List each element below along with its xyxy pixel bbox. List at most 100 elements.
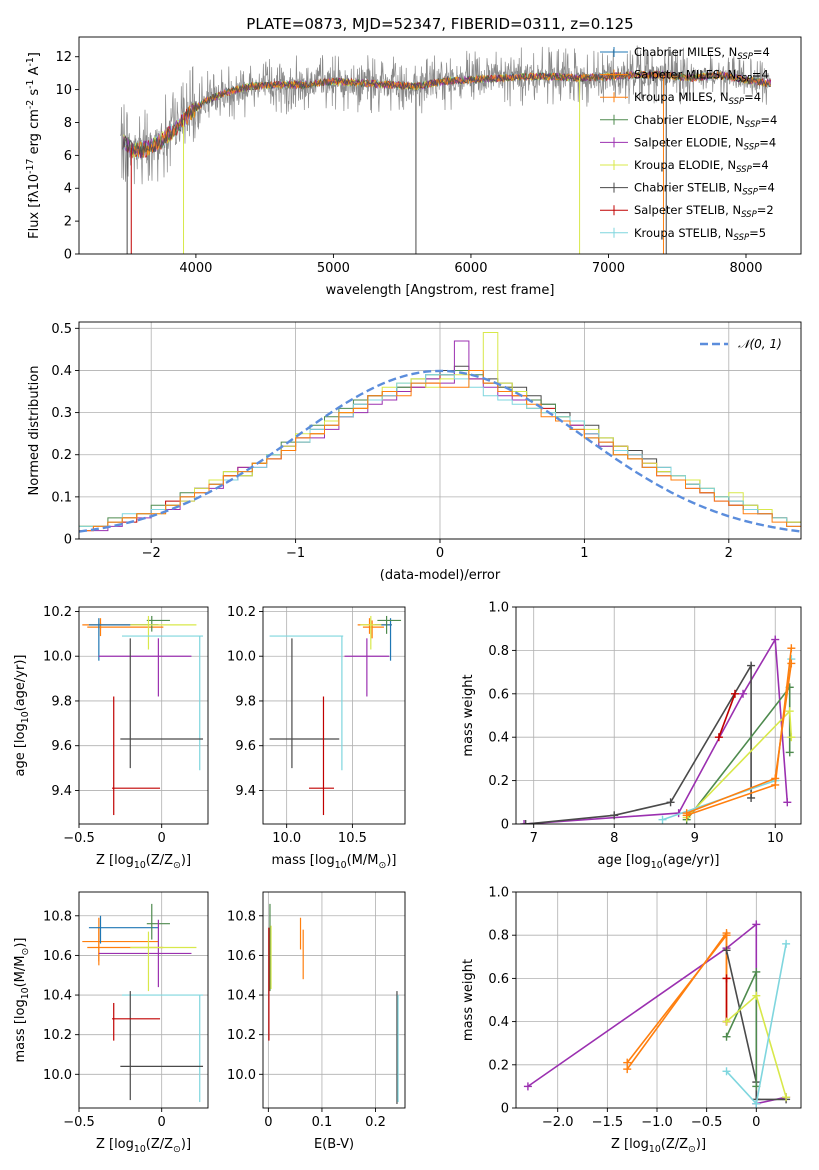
axes-frame: 7 8 9 10 0 0.2 0.4 0.6 0.8 1.0: [488, 601, 802, 846]
legend-label-main: Chabrier MILES, N: [634, 45, 737, 59]
axes-border: [78, 891, 209, 1109]
y-tick-label: 0.6: [488, 972, 509, 987]
legend-label: Salpeter STELIB, NSSP=2: [634, 203, 774, 220]
legend-label: Salpeter MILES, NSSP=4: [634, 68, 769, 85]
y-tick-label: 10: [55, 83, 72, 98]
x-tick-label: 0.2: [365, 1115, 386, 1130]
axes-border: [78, 36, 802, 255]
y-axis-label: mass weight: [461, 959, 476, 1041]
label-part: -2: [25, 100, 36, 109]
label-part: 10: [649, 1144, 661, 1155]
y-tick-label: 2: [64, 215, 72, 230]
x-tick-label: 10: [767, 831, 784, 846]
legend-label: Chabrier ELODIE, NSSP=4: [634, 113, 777, 130]
label-part: Normed distribution: [27, 366, 42, 496]
y-axis-label: mass [log10(M/M⊙)]: [13, 938, 31, 1063]
legend-label: Kroupa STELIB, NSSP=5: [634, 226, 766, 243]
legend-label-tail: =4: [753, 45, 770, 59]
label-part: (age/yr)]: [13, 655, 28, 712]
x-tick-label: −0.5: [63, 1115, 95, 1130]
legend-label-sub: SSP: [745, 120, 761, 130]
plot-area: [268, 903, 399, 1105]
x-tick-label: −2: [142, 546, 161, 561]
legend-label: Salpeter ELODIE, NSSP=4: [634, 135, 776, 152]
x-tick-label: 8000: [729, 261, 762, 276]
x-tick-label: 0: [436, 546, 444, 561]
y-tick-label: 0.4: [488, 1015, 509, 1030]
spectrum-data-line: [120, 45, 771, 185]
model-line-chabrier-stelib: [122, 70, 771, 158]
mass-vs-ebv-chart: 0 0.1 0.2 10.0 10.2 10.4 10.6 10.8 E(B-V): [227, 891, 406, 1152]
label-part: mass [log: [272, 853, 335, 868]
legend-label: Kroupa ELODIE, NSSP=4: [634, 158, 769, 175]
y-tick-label: 9.6: [51, 739, 72, 754]
x-tick-label: −1.5: [592, 1115, 624, 1130]
label-part: -17: [25, 159, 36, 174]
legend-label-tail: =4: [752, 68, 769, 82]
label-part: )]: [181, 1137, 191, 1152]
y-tick-label: 9.4: [235, 784, 256, 799]
y-tick-label: 0.8: [488, 644, 509, 659]
label-part: 10: [134, 1144, 146, 1155]
axes-border: [262, 606, 406, 825]
x-tick-label: −2.0: [542, 1115, 574, 1130]
legend-label-main: Chabrier STELIB, N: [634, 181, 742, 195]
label-part: (Z/Z: [661, 1137, 688, 1152]
x-axis-label: Z [log10(Z/Z⊙)]: [96, 853, 191, 871]
y-tick-label: 10.2: [227, 1028, 256, 1043]
age-vs-Z-chart: −0.5 09.49.69.810.010.2Z [log10(Z/Z⊙)]age…: [13, 605, 209, 871]
label-part: mass weight: [461, 674, 476, 756]
y-tick-label: 0.2: [488, 774, 509, 789]
legend-label: Chabrier MILES, NSSP=4: [634, 45, 770, 62]
axes-border: [262, 891, 406, 1109]
axes-border: [515, 891, 802, 1109]
label-part: (M/M: [347, 853, 379, 868]
y-tick-label: 0.4: [51, 364, 72, 379]
legend-label-tail: =2: [757, 203, 774, 217]
y-tick-label: 0.5: [51, 322, 72, 337]
y-tick-label: 0: [501, 818, 509, 833]
y-tick-label: 0.2: [488, 1058, 509, 1073]
legend-label-main: Salpeter STELIB, N: [634, 203, 741, 217]
label-part: ⊙: [20, 948, 31, 956]
legend-label: Kroupa MILES, NSSP=4: [634, 90, 761, 107]
y-tick-label: 10.0: [43, 650, 72, 665]
label-part: -1: [25, 57, 36, 66]
legend-label-main: Salpeter MILES, N: [634, 68, 736, 82]
model-line-salpeter-miles: [132, 70, 771, 158]
weight-line-chabrier-elodie: [725, 971, 758, 1087]
legend-label-tail: =4: [752, 158, 769, 172]
y-tick-label: 1.0: [488, 601, 509, 616]
axes-frame: −2.0 −1.5 −1.0 −0.5 0 0 0.2 0.4 0.6 0.8 1.0: [488, 886, 802, 1130]
y-axis-label: age [log10(age/yr)]: [13, 655, 31, 777]
axes-frame: −2 −1 0 1 2 0 0.1 0.2 0.3 0.4 0.5: [51, 321, 802, 561]
label-part: age [log: [13, 723, 28, 776]
y-tick-label: 10.4: [43, 989, 72, 1004]
y-tick-label: 12: [55, 50, 72, 65]
y-tick-label: 8: [64, 116, 72, 131]
axes-frame: −0.5 0 10.0 10.2 10.4 10.6 10.8: [43, 891, 209, 1130]
x-axis-label: age [log10(age/yr)]: [598, 853, 720, 871]
x-axis-label: mass [log10(M/M⊙)]: [272, 853, 397, 871]
legend-label-sub: SSP: [729, 97, 745, 107]
legend-label-sub: SSP: [742, 188, 758, 198]
axes-frame: 10.0 10.5 9.4 9.6 9.8 10.0 10.2: [227, 605, 406, 846]
y-tick-label: 6: [64, 149, 72, 164]
age-vs-mass-chart: 10.0 10.5 9.4 9.6 9.8 10.0 10.2 mass [log10(M/M…: [227, 605, 406, 871]
x-axis-label: E(B-V): [314, 1137, 354, 1152]
plot-area: [82, 903, 204, 1103]
y-tick-label: 0.8: [488, 929, 509, 944]
x-tick-label: −1: [286, 546, 305, 561]
weight-line-chabrier-stelib: [725, 950, 787, 1101]
legend-label-sub: SSP: [736, 75, 752, 85]
label-part: E(B-V): [314, 1137, 354, 1152]
label-part: (data-model)/error: [380, 568, 501, 583]
y-tick-label: 10.8: [43, 909, 72, 924]
label-part: mass [log: [13, 999, 28, 1062]
label-part: 10: [20, 987, 31, 999]
label-part: λ10: [27, 174, 42, 198]
label-part: (age/yr)]: [663, 853, 720, 868]
label-part: 10: [20, 711, 31, 723]
label-part: ⊙: [378, 860, 386, 871]
legend-label: Chabrier STELIB, NSSP=4: [634, 181, 775, 198]
